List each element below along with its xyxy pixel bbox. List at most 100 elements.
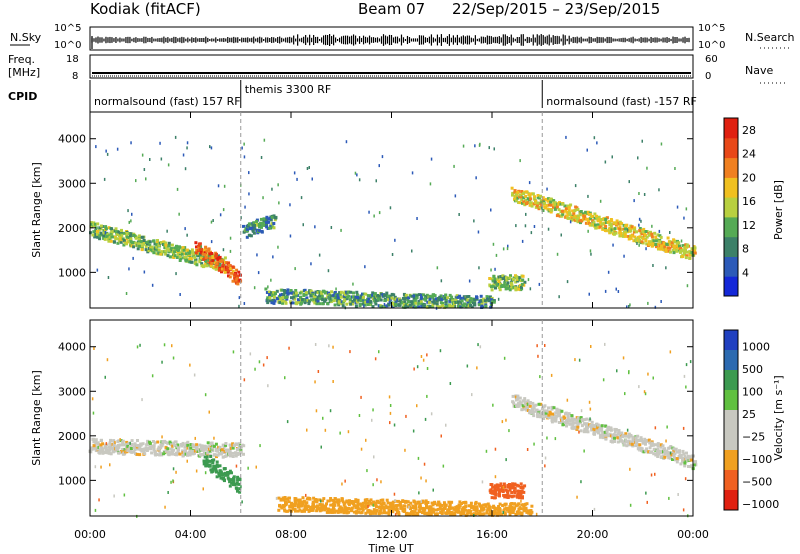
data-cell bbox=[368, 210, 370, 214]
data-cell bbox=[646, 500, 648, 504]
data-cell bbox=[493, 277, 497, 281]
data-cell bbox=[136, 236, 140, 240]
data-cell bbox=[425, 506, 429, 510]
data-cell bbox=[391, 253, 394, 256]
data-cell bbox=[586, 430, 590, 434]
data-cell bbox=[340, 506, 344, 510]
data-cell bbox=[110, 227, 114, 231]
data-cell bbox=[236, 475, 240, 479]
data-cell bbox=[210, 262, 214, 265]
data-cell bbox=[144, 245, 148, 248]
data-cell bbox=[681, 249, 685, 253]
data-cell bbox=[541, 407, 544, 411]
data-cell bbox=[537, 207, 541, 211]
data-cell bbox=[456, 295, 460, 299]
data-cell bbox=[336, 299, 340, 303]
data-cell bbox=[136, 439, 139, 442]
data-cell bbox=[431, 303, 435, 307]
data-cell bbox=[94, 465, 97, 469]
data-cell bbox=[295, 301, 299, 305]
data-cell bbox=[647, 233, 651, 237]
freq-tick-bottom: 8 bbox=[72, 71, 78, 82]
data-cell bbox=[374, 357, 377, 361]
data-cell bbox=[510, 491, 514, 494]
data-cell bbox=[272, 293, 275, 297]
data-cell bbox=[685, 363, 688, 367]
data-cell bbox=[417, 293, 421, 297]
data-cell bbox=[414, 301, 418, 305]
data-cell bbox=[565, 421, 569, 425]
data-cell bbox=[164, 449, 168, 453]
data-cell bbox=[356, 296, 360, 299]
colorbar-swatch bbox=[724, 118, 738, 139]
data-cell bbox=[389, 421, 391, 425]
data-cell bbox=[227, 274, 230, 278]
data-cell bbox=[294, 289, 298, 292]
data-cell bbox=[523, 280, 527, 284]
data-cell bbox=[348, 298, 352, 302]
data-cell bbox=[644, 230, 648, 233]
data-cell bbox=[522, 490, 526, 494]
data-cell bbox=[93, 347, 95, 350]
data-cell bbox=[448, 507, 452, 511]
data-cell bbox=[530, 504, 534, 508]
data-cell bbox=[260, 225, 263, 229]
data-cell bbox=[164, 243, 168, 247]
data-cell bbox=[128, 232, 132, 235]
data-cell bbox=[565, 135, 567, 139]
data-cell bbox=[436, 266, 439, 270]
data-cell bbox=[177, 249, 180, 252]
data-cell bbox=[693, 246, 697, 250]
data-cell bbox=[112, 439, 116, 443]
data-cell bbox=[189, 256, 192, 260]
data-cell bbox=[157, 447, 161, 451]
data-cell bbox=[531, 192, 535, 196]
data-cell bbox=[255, 228, 259, 232]
data-cell bbox=[354, 171, 357, 175]
data-cell bbox=[444, 511, 448, 515]
data-cell bbox=[161, 435, 163, 439]
data-cell bbox=[414, 505, 418, 509]
data-cell bbox=[125, 440, 129, 444]
data-cell bbox=[175, 256, 179, 259]
data-cell bbox=[128, 234, 132, 238]
data-cell bbox=[506, 286, 510, 290]
data-cell bbox=[98, 234, 102, 238]
data-cell bbox=[150, 245, 154, 249]
data-cell bbox=[206, 441, 210, 445]
data-cell bbox=[327, 499, 331, 503]
data-cell bbox=[101, 442, 105, 446]
power-plot-area bbox=[90, 112, 693, 308]
data-cell bbox=[272, 226, 276, 230]
data-cell bbox=[469, 501, 473, 505]
data-cell bbox=[292, 295, 296, 299]
data-cell bbox=[433, 294, 437, 298]
data-cell bbox=[617, 429, 621, 432]
data-cell bbox=[221, 263, 225, 267]
data-cell bbox=[513, 502, 517, 506]
data-cell bbox=[244, 205, 246, 209]
cpid-segment-normalsound-1: normalsound (fast) 157 RF bbox=[94, 95, 241, 108]
data-cell bbox=[607, 270, 610, 274]
data-cell bbox=[682, 426, 685, 430]
data-cell bbox=[108, 451, 112, 455]
data-cell bbox=[672, 450, 676, 453]
data-cell bbox=[306, 167, 309, 170]
data-cell bbox=[199, 453, 203, 457]
data-cell bbox=[380, 480, 382, 484]
data-cell bbox=[525, 190, 529, 194]
data-cell bbox=[166, 254, 170, 258]
data-cell bbox=[201, 445, 205, 449]
data-cell bbox=[539, 402, 543, 406]
data-cell bbox=[340, 498, 344, 502]
data-cell bbox=[488, 508, 492, 512]
data-cell bbox=[284, 376, 286, 380]
data-cell bbox=[411, 171, 414, 175]
data-cell bbox=[389, 206, 392, 210]
data-cell bbox=[242, 230, 246, 234]
data-cell bbox=[616, 369, 618, 373]
data-cell bbox=[124, 443, 128, 447]
data-cell bbox=[139, 239, 143, 243]
data-cell bbox=[175, 446, 177, 450]
data-cell bbox=[140, 248, 144, 252]
